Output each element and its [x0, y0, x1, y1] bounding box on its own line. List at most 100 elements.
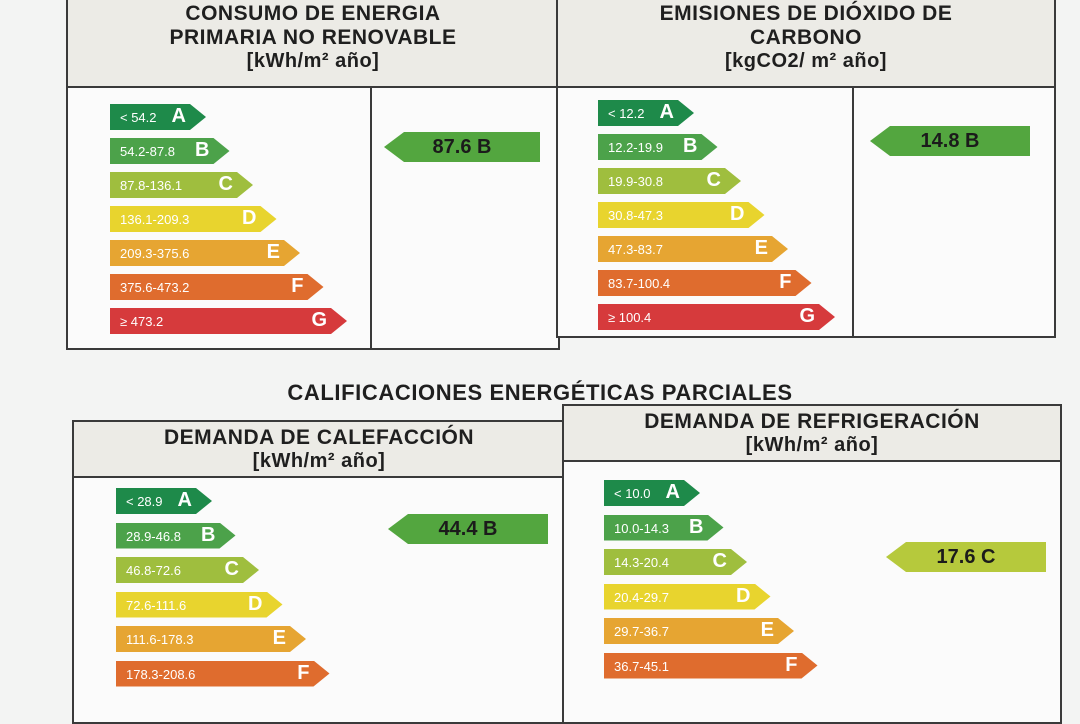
heating-demand-panel: DEMANDA DE CALEFACCIÓN [kWh/m² año] < 28…: [72, 420, 566, 724]
co2-emissions-title-line1: EMISIONES DE DIÓXIDO DE: [659, 2, 953, 25]
primary-energy-header: CONSUMO DE ENERGIA PRIMARIA NO RENOVABLE…: [68, 0, 558, 88]
scale-bar-f: 178.3-208.6 F: [116, 661, 330, 687]
scale-bar-d: 136.1-209.3 D: [110, 206, 277, 232]
scale-bar-d: 72.6-111.6 D: [116, 592, 283, 618]
scale-range-label: 47.3-83.7: [608, 242, 663, 257]
scale-bar-b: 12.2-19.9 B: [598, 134, 718, 160]
scale-range-label: 19.9-30.8: [608, 174, 663, 189]
scale-letter: F: [785, 653, 798, 676]
primary-energy-unit: [kWh/m² año]: [246, 50, 380, 72]
scale-range-label: < 28.9: [126, 494, 163, 509]
scale-range-label: ≥ 473.2: [120, 314, 164, 329]
scale-range-label: < 12.2: [608, 106, 645, 121]
scale-range-label: 46.8-72.6: [126, 563, 181, 578]
scale-range-label: 29.7-36.7: [614, 624, 669, 639]
scale-range-label: < 10.0: [614, 486, 651, 501]
primary-energy-panel: CONSUMO DE ENERGIA PRIMARIA NO RENOVABLE…: [66, 0, 560, 350]
scale-letter: A: [177, 489, 192, 511]
scale-bar-a: < 28.9 A: [116, 488, 212, 514]
scale-letter: F: [291, 275, 304, 297]
scale-range-label: 178.3-208.6: [126, 666, 196, 682]
cooling-demand-header: DEMANDA DE REFRIGERACIÓN [kWh/m² año]: [564, 406, 1060, 462]
scale-letter: E: [266, 241, 280, 263]
primary-energy-divider: [370, 88, 372, 348]
scale-range-label: 111.6-178.3: [126, 632, 194, 647]
partial-ratings-title: CALIFICACIONES ENERGÉTICAS PARCIALES: [287, 380, 793, 405]
co2-emissions-header: EMISIONES DE DIÓXIDO DE CARBONO [kgCO2/ …: [558, 0, 1054, 88]
scale-letter: G: [311, 309, 327, 331]
scale-range-label: 136.1-209.3: [120, 212, 190, 227]
scale-letter: A: [171, 105, 186, 127]
scale-letter: E: [754, 237, 768, 259]
scale-range-label: 30.8-47.3: [608, 208, 663, 223]
co2-emissions-title-line2: CARBONO: [750, 26, 862, 49]
scale-bar-d: 20.4-29.7 D: [604, 584, 771, 610]
primary-energy-title-line1: CONSUMO DE ENERGIA: [185, 2, 441, 25]
scale-bar-e: 209.3-375.6 E: [110, 240, 300, 266]
scale-letter: F: [297, 661, 310, 684]
scale-bar-g: ≥ 473.2 G: [110, 308, 347, 334]
scale-range-label: 209.3-375.6: [120, 246, 190, 261]
scale-letter: B: [195, 139, 210, 161]
scale-letter: D: [730, 203, 745, 225]
primary-energy-title-line2: PRIMARIA NO RENOVABLE: [169, 26, 457, 49]
scale-letter: D: [248, 592, 263, 615]
scale-bar-e: 111.6-178.3 E: [116, 626, 306, 652]
scale-range-label: 72.6-111.6: [126, 597, 187, 613]
scale-bar-d: 30.8-47.3 D: [598, 202, 765, 228]
scale-letter: B: [689, 515, 704, 538]
scale-letter: D: [736, 584, 751, 607]
scale-range-label: 12.2-19.9: [608, 140, 663, 155]
scale-range-label: 36.7-45.1: [614, 658, 669, 674]
scale-range-label: 28.9-46.8: [126, 528, 181, 544]
scale-letter: B: [201, 523, 216, 546]
heating-demand-title: DEMANDA DE CALEFACCIÓN: [163, 426, 475, 449]
scale-letter: F: [779, 271, 792, 293]
scale-range-label: 20.4-29.7: [614, 589, 669, 605]
scale-letter: C: [218, 173, 233, 195]
scale-letter: G: [799, 305, 815, 327]
scale-bar-c: 14.3-20.4 C: [604, 549, 747, 575]
scale-letter: B: [683, 135, 698, 157]
scale-bar-f: 36.7-45.1 F: [604, 653, 818, 679]
co2-emissions-divider: [852, 88, 854, 336]
cooling-demand-rating: 17.6 C: [886, 542, 1046, 572]
co2-emissions-rating: 14.8 B: [870, 126, 1030, 156]
scale-bar-f: 375.6-473.2 F: [110, 274, 324, 300]
scale-bar-b: 54.2-87.8 B: [110, 138, 230, 164]
cooling-demand-panel: DEMANDA DE REFRIGERACIÓN [kWh/m² año] < …: [562, 404, 1062, 724]
scale-letter: C: [712, 550, 727, 572]
scale-range-label: 83.7-100.4: [608, 276, 671, 291]
scale-bar-c: 87.8-136.1 C: [110, 172, 253, 198]
heating-demand-header: DEMANDA DE CALEFACCIÓN [kWh/m² año]: [74, 422, 564, 478]
scale-range-label: 14.3-20.4: [614, 555, 669, 570]
heating-demand-unit: [kWh/m² año]: [252, 450, 386, 472]
scale-range-label: 375.6-473.2: [120, 280, 190, 295]
scale-bar-a: < 12.2 A: [598, 100, 694, 126]
scale-bar-b: 10.0-14.3 B: [604, 515, 724, 541]
scale-range-label: 87.8-136.1: [120, 178, 183, 193]
scale-letter: A: [659, 101, 674, 123]
scale-letter: C: [706, 169, 721, 191]
scale-letter: A: [665, 481, 680, 503]
scale-range-label: 54.2-87.8: [120, 144, 175, 159]
scale-letter: E: [272, 627, 286, 649]
scale-bar-a: < 54.2 A: [110, 104, 206, 130]
cooling-demand-unit: [kWh/m² año]: [745, 434, 879, 456]
scale-bar-a: < 10.0 A: [604, 480, 700, 506]
co2-emissions-panel: EMISIONES DE DIÓXIDO DE CARBONO [kgCO2/ …: [556, 0, 1056, 338]
scale-letter: D: [242, 207, 257, 229]
scale-bar-b: 28.9-46.8 B: [116, 523, 236, 549]
scale-bar-c: 19.9-30.8 C: [598, 168, 741, 194]
scale-letter: C: [224, 558, 239, 580]
heating-demand-rating: 44.4 B: [388, 514, 548, 544]
scale-range-label: ≥ 100.4: [608, 310, 652, 325]
scale-bar-e: 29.7-36.7 E: [604, 618, 794, 644]
cooling-demand-title: DEMANDA DE REFRIGERACIÓN: [644, 410, 980, 433]
scale-bar-g: ≥ 100.4 G: [598, 304, 835, 330]
co2-emissions-unit: [kgCO2/ m² año]: [725, 50, 887, 72]
primary-energy-rating: 87.6 B: [384, 132, 540, 162]
scale-bar-f: 83.7-100.4 F: [598, 270, 812, 296]
scale-range-label: < 54.2: [120, 110, 157, 125]
scale-bar-e: 47.3-83.7 E: [598, 236, 788, 262]
